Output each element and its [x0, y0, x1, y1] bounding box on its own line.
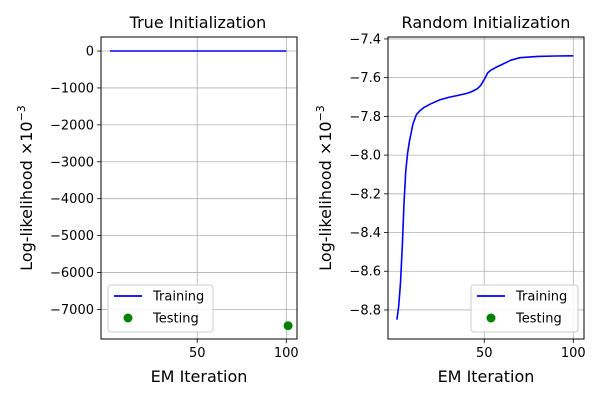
axes-frame [387, 36, 585, 340]
y-tick-label: −7.4 [349, 32, 381, 47]
y-tick-label: −8.4 [349, 226, 381, 241]
y-axis-label-text: Log-likelihood ×10 [316, 121, 335, 270]
x-tick-label: 100 [274, 346, 299, 361]
y-tick-label: −5000 [50, 229, 94, 244]
x-tick-label: 50 [189, 346, 206, 361]
y-axis-label: Log-likelihood ×10−3 [15, 105, 36, 271]
panel-random-initialization: Random Initialization 50 100 −7.4 −7.6 −7.8 −… [314, 13, 586, 386]
plot-area [396, 55, 574, 320]
y-tick-label: −8.0 [349, 149, 381, 164]
y-axis-label-exponent: −3 [314, 105, 327, 121]
legend-marker-swatch [486, 313, 496, 323]
panel-true-initialization: True Initialization 50 100 0 −1000 −2000 −300… [15, 13, 299, 386]
y-tick-label: −8.2 [349, 187, 381, 202]
y-tick-label: −7.6 [349, 71, 381, 86]
series-line-training [396, 55, 574, 320]
y-tick-label: −4000 [50, 192, 94, 207]
legend-label-testing: Testing [515, 312, 562, 327]
y-tick-label: −2000 [50, 118, 94, 133]
legend: Training Testing [107, 284, 214, 333]
y-axis-label: Log-likelihood ×10−3 [314, 105, 335, 271]
y-tick-label: −8.6 [349, 265, 381, 280]
legend-label-testing: Testing [152, 312, 199, 327]
y-tick-label: −3000 [50, 155, 94, 170]
y-tick-label: −6000 [50, 266, 94, 281]
y-axis-label-text: Log-likelihood ×10 [17, 121, 36, 270]
legend-label-training: Training [152, 290, 204, 305]
plot-area [109, 50, 293, 331]
y-tick-label: −7000 [50, 303, 94, 318]
x-axis-label: EM Iteration [438, 367, 535, 386]
axes-frame [100, 36, 298, 340]
x-tick-label: 100 [561, 346, 586, 361]
legend-marker-swatch [123, 313, 133, 323]
y-axis-label-exponent: −3 [15, 105, 28, 121]
y-tick-label: −8.8 [349, 303, 381, 318]
y-tick-label: −7.8 [349, 110, 381, 125]
chart-title: True Initialization [129, 13, 267, 32]
x-axis-label: EM Iteration [151, 367, 248, 386]
y-tick-label: −1000 [50, 81, 94, 96]
ticks: 50 100 −7.4 −7.6 −7.8 −8.0 −8.2 −8.4 −8.6 −8.8 [349, 32, 585, 361]
legend: Training Testing [470, 284, 579, 333]
y-tick-label: 0 [86, 45, 94, 60]
ticks: 50 100 0 −1000 −2000 −3000 −4000 −5000 −6000 −700… [50, 45, 299, 361]
x-tick-label: 50 [476, 346, 493, 361]
chart-title: Random Initialization [402, 13, 571, 32]
legend-label-training: Training [515, 290, 567, 305]
testing-point [283, 321, 293, 331]
